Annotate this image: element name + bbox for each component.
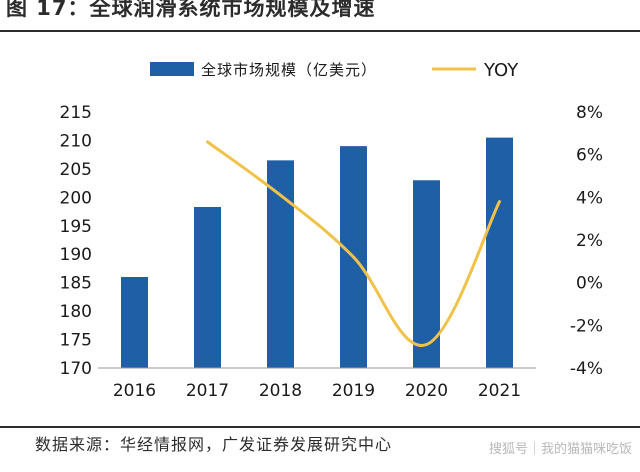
bar-2021 <box>486 137 513 368</box>
right-axis-tick-label: -4% <box>570 359 603 379</box>
x-axis-tick-label: 2016 <box>113 381 156 401</box>
x-axis-tick-label: 2020 <box>405 381 448 401</box>
left-axis-tick-label: 175 <box>60 331 92 351</box>
left-axis-tick-label: 210 <box>60 131 92 151</box>
left-axis-tick-label: 185 <box>60 274 92 294</box>
right-axis-tick-label: -2% <box>570 316 603 336</box>
watermark: 搜狐号｜我的猫猫咪吃饭 <box>488 442 632 457</box>
right-axis-tick-label: 4% <box>576 188 603 208</box>
left-axis-tick-label: 190 <box>60 245 92 265</box>
bottom-rule <box>0 426 640 428</box>
bar-2020 <box>413 180 440 368</box>
yoy-line <box>206 140 501 347</box>
legend-swatch-bar <box>150 62 194 76</box>
right-axis-tick-label: 8% <box>576 103 603 123</box>
x-axis-tick-label: 2017 <box>186 381 229 401</box>
title-rule <box>0 30 640 32</box>
bar-2017 <box>194 207 221 368</box>
x-axis-tick-label: 2021 <box>478 381 521 401</box>
legend-label-line: YOY <box>483 60 519 81</box>
figure-title-strip: 图 17：全球润滑系统市场规模及增速 <box>0 0 640 30</box>
right-axis-tick-label: 0% <box>576 274 603 294</box>
left-axis-tick-label: 170 <box>60 359 92 379</box>
left-axis-tick-label: 195 <box>60 217 92 237</box>
bar-2016 <box>121 276 148 368</box>
x-axis-tick-label: 2018 <box>259 381 302 401</box>
x-axis-tick-label: 2019 <box>332 381 375 401</box>
left-axis-tick-label: 180 <box>60 302 92 322</box>
figure-title: 图 17：全球润滑系统市场规模及增速 <box>6 0 376 20</box>
bar-2018 <box>267 160 294 368</box>
left-axis-tick-label: 205 <box>60 160 92 180</box>
left-axis-tick-label: 200 <box>60 188 92 208</box>
source-note: 数据来源：华经情报网，广发证券发展研究中心 <box>35 435 393 454</box>
right-axis-tick-label: 2% <box>576 231 603 251</box>
legend-label-bar: 全球市场规模（亿美元） <box>201 61 377 79</box>
left-axis-tick-label: 215 <box>60 103 92 123</box>
right-axis-tick-label: 6% <box>576 146 603 166</box>
